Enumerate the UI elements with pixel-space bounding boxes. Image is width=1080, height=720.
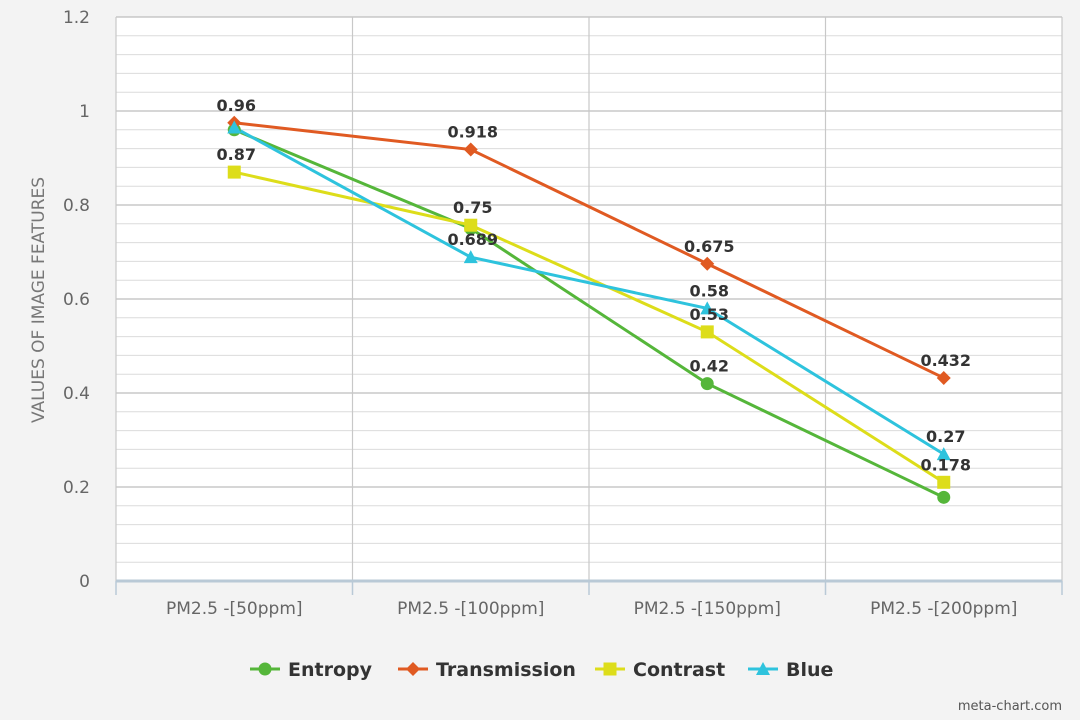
data-label: 0.432 xyxy=(920,351,971,370)
data-label: 0.96 xyxy=(217,96,256,115)
series-line xyxy=(233,128,945,499)
data-label: 0.58 xyxy=(690,281,729,300)
y-tick-label: 0.8 xyxy=(63,196,90,216)
chart-grid xyxy=(115,16,1063,581)
data-label: 0.42 xyxy=(690,357,729,376)
y-tick-label: 1 xyxy=(79,102,90,122)
x-tick-label: PM2.5 -[150ppm] xyxy=(634,599,781,619)
y-tick-label: 0.4 xyxy=(63,384,90,404)
data-point xyxy=(756,662,770,675)
legend-label: Blue xyxy=(786,659,833,681)
series-lines xyxy=(233,121,945,499)
data-point xyxy=(464,218,478,232)
data-labels: 0.42 0.96 0.918 0.675 0.432 0.87 0.75 0.53 0.178… xyxy=(217,96,972,475)
data-point xyxy=(603,662,617,676)
data-point xyxy=(700,301,715,315)
y-tick-label: 0.6 xyxy=(63,290,90,310)
series-line xyxy=(233,126,945,456)
data-point xyxy=(463,142,478,157)
y-axis: 0 0.2 0.4 0.6 0.8 1 1.2 xyxy=(63,8,90,592)
y-tick-label: 0.2 xyxy=(63,478,90,498)
data-label: 0.53 xyxy=(690,305,729,324)
data-point xyxy=(937,475,951,489)
series-markers xyxy=(227,115,951,504)
data-point xyxy=(406,662,420,676)
legend-label: Transmission xyxy=(436,659,576,681)
data-point xyxy=(227,165,241,179)
y-tick-label: 1.2 xyxy=(63,8,90,28)
chart-credit: meta-chart.com xyxy=(957,699,1062,714)
series-line xyxy=(233,170,945,484)
data-label: 0.87 xyxy=(217,145,256,164)
data-point xyxy=(258,662,272,676)
data-label: 0.689 xyxy=(447,230,498,249)
data-label: 0.918 xyxy=(447,123,498,142)
data-label: 0.75 xyxy=(453,198,492,217)
legend: Entropy Transmission Contrast Blue xyxy=(250,659,833,681)
legend-label: Contrast xyxy=(633,659,725,681)
data-point xyxy=(227,120,242,134)
x-axis: PM2.5 -[50ppm] PM2.5 -[100ppm] PM2.5 -[150… xyxy=(115,579,1063,619)
x-tick-label: PM2.5 -[200ppm] xyxy=(870,599,1017,619)
data-point xyxy=(700,377,714,391)
data-label: 0.178 xyxy=(920,455,971,474)
data-point xyxy=(937,490,951,504)
series-line xyxy=(234,121,945,380)
data-point xyxy=(700,325,714,339)
x-tick-label: PM2.5 -[100ppm] xyxy=(397,599,544,619)
data-point xyxy=(463,250,478,264)
data-point xyxy=(700,256,715,271)
legend-label: Entropy xyxy=(288,659,373,681)
data-point xyxy=(936,370,951,385)
data-point xyxy=(936,447,951,461)
y-tick-label: 0 xyxy=(79,572,90,592)
y-axis-label: VALUES OF IMAGE FEATURES xyxy=(29,177,49,423)
x-tick-label: PM2.5 -[50ppm] xyxy=(166,599,303,619)
data-label: 0.675 xyxy=(684,237,735,256)
data-label: 0.27 xyxy=(926,427,965,446)
